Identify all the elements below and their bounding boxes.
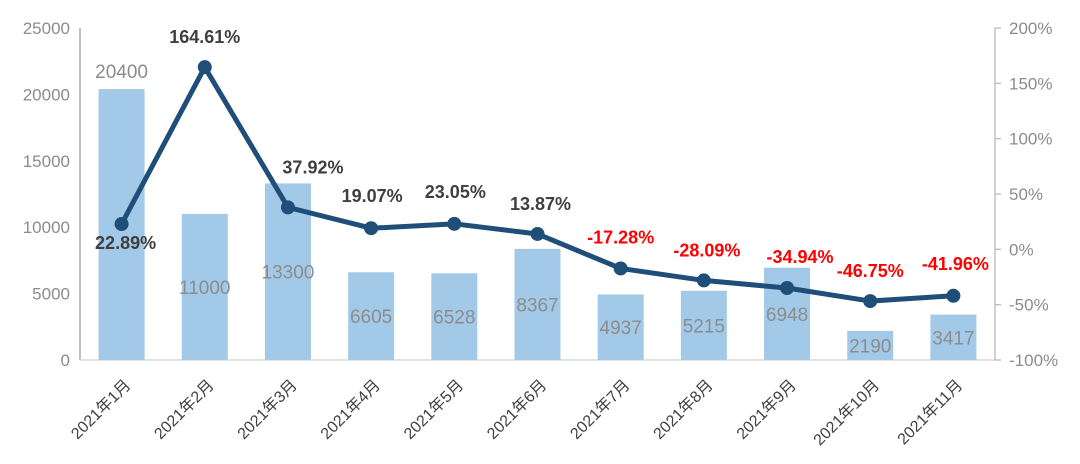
bar-value-label: 6948 xyxy=(766,305,808,326)
bar-2021年8月 xyxy=(680,290,727,360)
percent-label: 23.05% xyxy=(425,182,486,202)
y-axis-left-tick-label: 5000 xyxy=(32,285,70,304)
percent-label: 19.07% xyxy=(342,186,403,206)
y-axis-right-tick-label: 0% xyxy=(1009,240,1034,259)
percent-label: -28.09% xyxy=(673,240,740,260)
bar-value-label: 6528 xyxy=(433,308,475,329)
percent-label: 13.87% xyxy=(510,194,571,214)
y-axis-left-tick-label: 0 xyxy=(61,351,70,370)
percent-label: -17.28% xyxy=(587,227,654,247)
bar-2021年2月 xyxy=(181,213,228,360)
percent-label: 164.61% xyxy=(169,27,240,47)
line-point-2021年9月 xyxy=(780,281,795,296)
percent-label: -46.75% xyxy=(837,261,904,281)
line-point-2021年2月 xyxy=(197,60,212,75)
bar-value-label: 4937 xyxy=(600,318,642,339)
bar-value-label: 11000 xyxy=(179,278,230,299)
bar-value-label: 5215 xyxy=(683,316,725,337)
percent-label: -41.96% xyxy=(922,254,989,274)
x-axis-label-2021年4月: 2021年4月 xyxy=(317,376,384,443)
y-axis-left-tick-label: 15000 xyxy=(23,152,70,171)
y-axis-right-tick-label: -50% xyxy=(1009,296,1049,315)
x-axis-label-2021年7月: 2021年7月 xyxy=(567,376,634,443)
y-axis-right-tick-label: 50% xyxy=(1009,185,1043,204)
line-point-2021年3月 xyxy=(280,200,295,215)
line-point-2021年7月 xyxy=(613,261,628,276)
x-axis-label-2021年10月: 2021年10月 xyxy=(810,376,883,449)
x-axis-label-2021年6月: 2021年6月 xyxy=(484,376,551,443)
line-point-2021年11月 xyxy=(946,288,961,303)
line-point-2021年5月 xyxy=(447,216,462,231)
percent-label: 22.89% xyxy=(95,233,156,253)
bar-value-label: 3417 xyxy=(932,328,974,349)
line-point-2021年1月 xyxy=(114,217,129,232)
bar-2021年4月 xyxy=(348,272,395,360)
y-axis-left-tick-label: 20000 xyxy=(23,85,70,104)
line-point-2021年8月 xyxy=(696,273,711,288)
x-axis-label-2021年1月: 2021年1月 xyxy=(68,376,135,443)
line-point-2021年6月 xyxy=(530,226,545,241)
y-axis-right-tick-label: 200% xyxy=(1009,19,1052,38)
bar-value-label: 6605 xyxy=(350,307,392,328)
bar-2021年10月 xyxy=(847,330,894,360)
y-axis-left-tick-label: 10000 xyxy=(23,218,70,237)
bar-2021年6月 xyxy=(514,248,561,360)
bar-value-label: 8367 xyxy=(516,295,558,316)
y-axis-right-tick-label: -100% xyxy=(1009,351,1058,370)
line-point-2021年4月 xyxy=(364,221,379,236)
bar-value-label: 13300 xyxy=(262,263,315,284)
bar-value-label: 2190 xyxy=(849,336,891,357)
bar-2021年5月 xyxy=(431,273,478,360)
bar-value-label: 20400 xyxy=(95,62,148,83)
y-axis-right-tick-label: 150% xyxy=(1009,74,1052,93)
x-axis-label-2021年5月: 2021年5月 xyxy=(400,376,467,443)
percent-label: -34.94% xyxy=(767,247,834,267)
y-axis-left-tick-label: 25000 xyxy=(23,19,70,38)
bar-2021年11月 xyxy=(930,314,977,360)
percent-label: 37.92% xyxy=(282,157,343,177)
x-axis-label-2021年8月: 2021年8月 xyxy=(650,376,717,443)
x-axis-label-2021年11月: 2021年11月 xyxy=(894,376,966,448)
bar-2021年7月 xyxy=(597,294,644,360)
x-axis-label-2021年9月: 2021年9月 xyxy=(733,376,800,443)
line-point-2021年10月 xyxy=(863,294,878,309)
y-axis-right-tick-label: 100% xyxy=(1009,130,1052,149)
x-axis-label-2021年3月: 2021年3月 xyxy=(234,376,301,443)
x-axis-label-2021年2月: 2021年2月 xyxy=(151,376,218,443)
